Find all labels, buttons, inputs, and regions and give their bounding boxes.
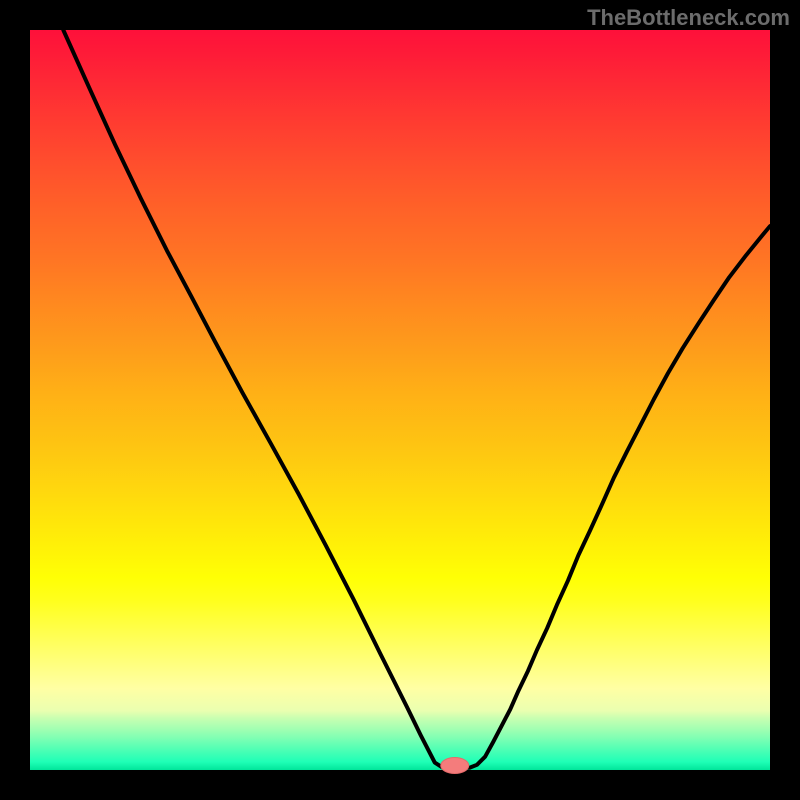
chart-plot-background xyxy=(30,30,770,770)
watermark-text: TheBottleneck.com xyxy=(587,5,790,31)
chart-container: TheBottleneck.com xyxy=(0,0,800,800)
optimal-point-marker xyxy=(441,758,469,774)
bottleneck-chart xyxy=(0,0,800,800)
